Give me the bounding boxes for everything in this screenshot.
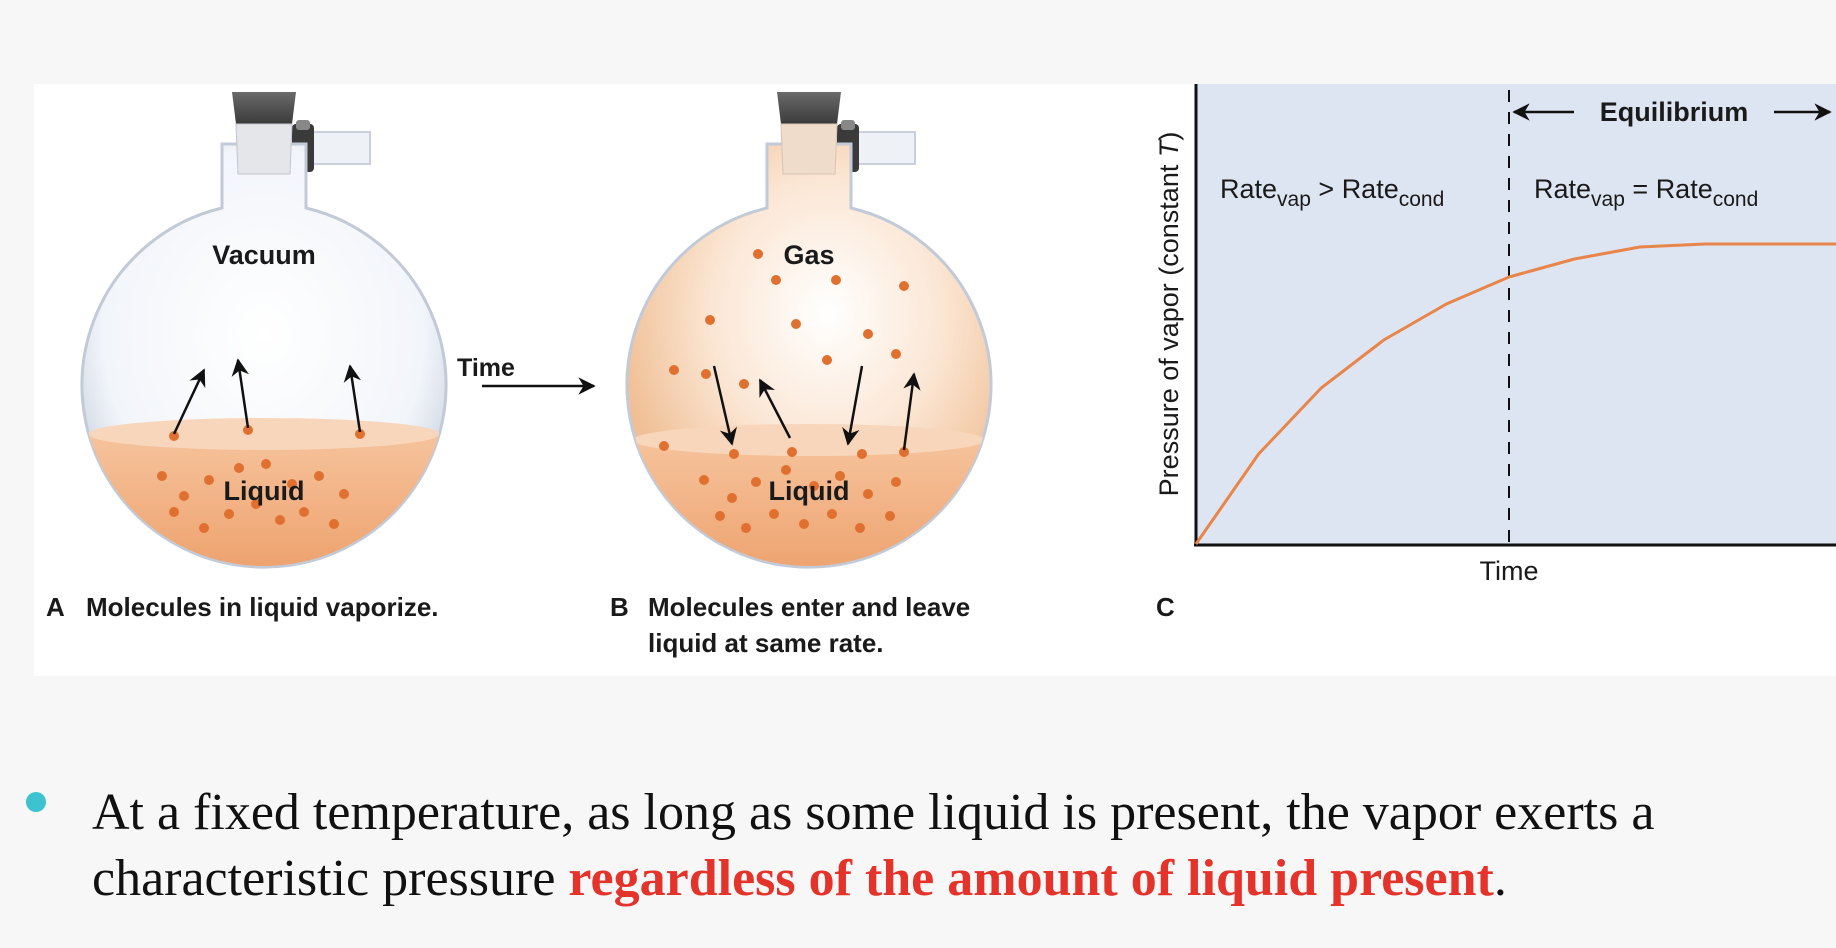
vapor-arrows-b (712, 365, 921, 451)
liquid-label-b: Liquid (769, 476, 850, 506)
stopcock-knob-a (296, 120, 310, 130)
panel-b-caption-line1: Molecules enter and leave (648, 592, 970, 622)
caption-text: At a fixed temperature, as long as some … (92, 784, 1655, 907)
pressure-curve (1194, 242, 1836, 545)
equilibrium-label: Equilibrium (1600, 97, 1749, 127)
caption-emphasis: regardless of the amount of liquid prese… (568, 850, 1494, 907)
stopper-b-body (780, 123, 838, 175)
time-arrow: Time (457, 354, 596, 395)
x-axis-label: Time (1480, 556, 1539, 586)
plot-area (1196, 84, 1836, 544)
rate-before-equilibrium: Ratevap > Ratecond (1220, 174, 1444, 211)
stopper-a-body (235, 123, 293, 175)
stopper-a (232, 92, 296, 124)
molecules-b-gas (669, 249, 909, 389)
vapor-arrows-a (172, 358, 362, 435)
molecules-b-liquid (659, 441, 909, 533)
rate-at-equilibrium: Ratevap = Ratecond (1534, 174, 1758, 211)
flask-b: Gas Liquid (625, 92, 993, 569)
molecules-a (157, 425, 365, 533)
panel-b-caption-line2: liquid at same rate. (648, 628, 884, 658)
gas-label: Gas (783, 240, 834, 270)
vacuum-label: Vacuum (212, 240, 316, 270)
time-arrow-label: Time (457, 354, 515, 382)
liquid-label-a: Liquid (224, 476, 305, 506)
panel-c-letter: C (1156, 592, 1175, 622)
y-axis-label: Pressure of vapor (constant T) (1154, 132, 1184, 497)
stopper-b (777, 92, 841, 124)
liquid-b (627, 424, 991, 566)
panel-a-caption: Molecules in liquid vaporize. (86, 592, 439, 622)
vapor-pressure-figure: Vacuum Liquid Time (34, 84, 1836, 676)
caption-end: . (1493, 850, 1507, 907)
panel-b-letter: B (610, 592, 629, 622)
panel-a-letter: A (46, 592, 65, 622)
vapor-pressure-chart: Equilibrium Ratevap > Ratecond Ratevap =… (1154, 84, 1836, 622)
figure-svg: Vacuum Liquid Time (46, 84, 1836, 658)
slide-caption: At a fixed temperature, as long as some … (92, 780, 1832, 912)
bullet-point (26, 792, 46, 812)
flask-a: Vacuum Liquid (80, 92, 448, 569)
stopcock-knob-b (841, 120, 855, 130)
